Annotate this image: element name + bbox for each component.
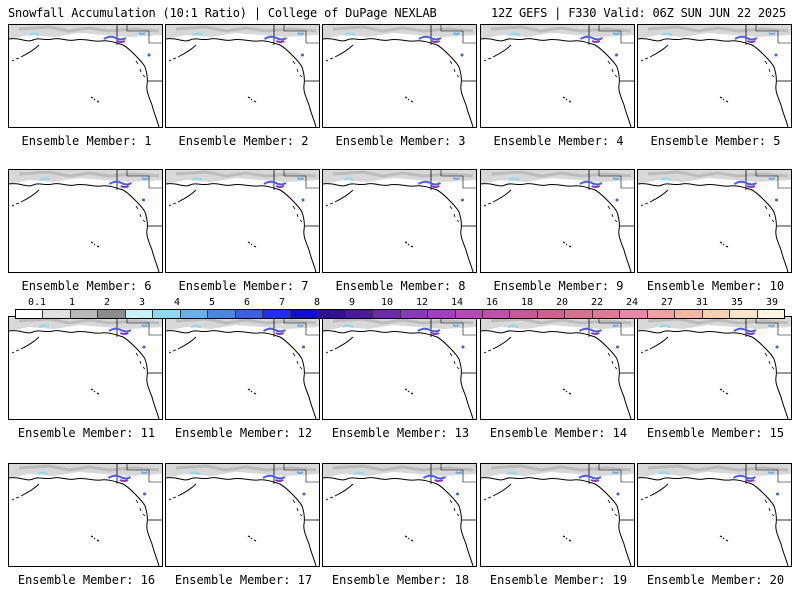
ensemble-member-label: Ensemble Member: 19 — [489, 573, 628, 587]
ensemble-map-19 — [480, 463, 635, 567]
colorbar-swatch — [428, 310, 456, 318]
colorbar-tick-label: 7 — [278, 297, 286, 308]
ensemble-map-4 — [480, 24, 635, 128]
colorbar-swatch — [537, 310, 566, 318]
ensemble-member-label: Ensemble Member: 14 — [489, 426, 628, 440]
ensemble-member-label: Ensemble Member: 5 — [650, 134, 781, 148]
colorbar-tick-label: 10 — [380, 297, 394, 308]
colorbar-tick-label: 2 — [103, 297, 111, 308]
ensemble-map-9 — [480, 169, 635, 273]
colorbar-swatch — [125, 310, 154, 318]
colorbar-tick-label: 1 — [68, 297, 76, 308]
colorbar-swatch — [482, 310, 511, 318]
colorbar-tick-label: 16 — [485, 297, 499, 308]
colorbar-tick-label: 4 — [173, 297, 181, 308]
ensemble-member-label: Ensemble Member: 20 — [646, 573, 785, 587]
colorbar-swatch — [510, 310, 538, 318]
ensemble-map-16 — [8, 463, 163, 567]
colorbar-tick-label: 6 — [243, 297, 251, 308]
ensemble-map-10 — [637, 169, 792, 273]
colorbar-swatch — [620, 310, 648, 318]
ensemble-member-label: Ensemble Member: 18 — [331, 573, 470, 587]
colorbar-tick-label: 3 — [138, 297, 146, 308]
ensemble-map-12 — [165, 316, 320, 420]
ensemble-map-11 — [8, 316, 163, 420]
colorbar-swatch — [675, 310, 703, 318]
ensemble-member-label: Ensemble Member: 11 — [17, 426, 156, 440]
snowfall-colorbar — [15, 309, 785, 319]
ensemble-member-label: Ensemble Member: 6 — [21, 279, 152, 293]
colorbar-tick-label: 5 — [208, 297, 216, 308]
ensemble-map-13 — [322, 316, 477, 420]
ensemble-member-label: Ensemble Member: 3 — [335, 134, 466, 148]
ensemble-member-label: Ensemble Member: 4 — [493, 134, 624, 148]
colorbar-swatch — [153, 310, 181, 318]
colorbar-tick-label: 35 — [730, 297, 744, 308]
colorbar-swatch — [730, 310, 758, 318]
ensemble-member-label: Ensemble Member: 17 — [174, 573, 313, 587]
colorbar-tick-label: 14 — [450, 297, 464, 308]
ensemble-member-label: Ensemble Member: 13 — [331, 426, 470, 440]
colorbar-tick-label: 22 — [590, 297, 604, 308]
ensemble-member-label: Ensemble Member: 7 — [178, 279, 309, 293]
colorbar-swatch — [208, 310, 236, 318]
ensemble-member-label: Ensemble Member: 2 — [178, 134, 309, 148]
colorbar-swatch — [345, 310, 374, 318]
colorbar-tick-label: 9 — [348, 297, 356, 308]
colorbar-tick-label: 18 — [520, 297, 534, 308]
colorbar-tick-label: 8 — [313, 297, 321, 308]
colorbar-tick-label: 31 — [695, 297, 709, 308]
colorbar-tick-label: 12 — [415, 297, 429, 308]
ensemble-map-6 — [8, 169, 163, 273]
ensemble-member-label: Ensemble Member: 16 — [17, 573, 156, 587]
colorbar-swatch — [180, 310, 209, 318]
ensemble-member-label: Ensemble Member: 1 — [21, 134, 152, 148]
colorbar-swatch — [318, 310, 346, 318]
colorbar-swatch — [455, 310, 483, 318]
ensemble-member-label: Ensemble Member: 15 — [646, 426, 785, 440]
colorbar-swatch — [263, 310, 291, 318]
ensemble-member-label: Ensemble Member: 10 — [646, 279, 785, 293]
colorbar-swatch — [43, 310, 71, 318]
ensemble-map-5 — [637, 24, 792, 128]
ensemble-map-18 — [322, 463, 477, 567]
colorbar-tick-label: 0.1 — [27, 297, 47, 308]
ensemble-map-2 — [165, 24, 320, 128]
colorbar-swatch — [592, 310, 621, 318]
colorbar-swatch — [400, 310, 429, 318]
ensemble-map-3 — [322, 24, 477, 128]
colorbar-swatch — [757, 310, 785, 318]
colorbar-swatch — [16, 310, 44, 318]
colorbar-tick-label: 27 — [660, 297, 674, 308]
ensemble-map-7 — [165, 169, 320, 273]
ensemble-map-15 — [637, 316, 792, 420]
ensemble-map-20 — [637, 463, 792, 567]
colorbar-swatch — [98, 310, 126, 318]
ensemble-map-17 — [165, 463, 320, 567]
colorbar-swatch — [565, 310, 593, 318]
colorbar-tick-label: 39 — [765, 297, 779, 308]
colorbar-tick-label: 24 — [625, 297, 639, 308]
map-title: Snowfall Accumulation (10:1 Ratio) | Col… — [8, 6, 437, 20]
colorbar-tick-label: 20 — [555, 297, 569, 308]
colorbar-swatch — [290, 310, 319, 318]
colorbar-swatch — [235, 310, 264, 318]
ensemble-map-8 — [322, 169, 477, 273]
colorbar-swatch — [702, 310, 731, 318]
colorbar-swatch — [70, 310, 99, 318]
ensemble-map-14 — [480, 316, 635, 420]
colorbar-swatch — [373, 310, 401, 318]
model-valid-time: 12Z GEFS | F330 Valid: 06Z SUN JUN 22 20… — [490, 6, 786, 20]
ensemble-member-label: Ensemble Member: 9 — [493, 279, 624, 293]
ensemble-member-label: Ensemble Member: 8 — [335, 279, 466, 293]
ensemble-map-1 — [8, 24, 163, 128]
colorbar-swatch — [647, 310, 676, 318]
ensemble-member-label: Ensemble Member: 12 — [174, 426, 313, 440]
